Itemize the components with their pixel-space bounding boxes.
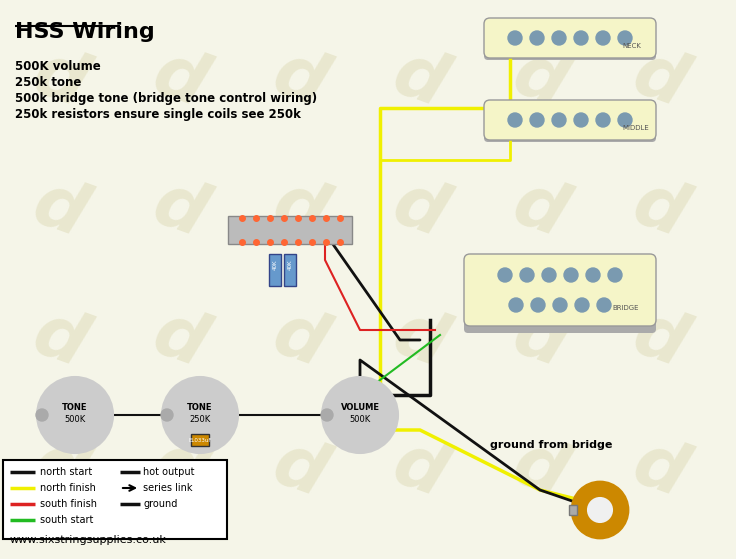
Text: d: d [504, 429, 576, 511]
Text: NECK: NECK [622, 43, 641, 49]
Text: 500k bridge tone (bridge tone control wiring): 500k bridge tone (bridge tone control wi… [15, 92, 317, 105]
Circle shape [37, 377, 113, 453]
Text: d: d [144, 39, 216, 121]
Circle shape [321, 409, 333, 421]
FancyBboxPatch shape [484, 18, 656, 58]
Text: d: d [24, 39, 96, 121]
Text: 40K: 40K [288, 260, 292, 270]
FancyBboxPatch shape [464, 261, 656, 333]
Circle shape [552, 31, 566, 45]
FancyBboxPatch shape [269, 254, 281, 286]
FancyBboxPatch shape [484, 100, 656, 140]
Text: BRIDGE: BRIDGE [612, 305, 639, 311]
FancyBboxPatch shape [228, 216, 352, 244]
Text: ground from bridge: ground from bridge [490, 440, 612, 450]
Text: d: d [24, 169, 96, 251]
Circle shape [618, 31, 632, 45]
Circle shape [564, 268, 578, 282]
FancyBboxPatch shape [3, 460, 227, 539]
Text: south start: south start [40, 515, 93, 525]
Text: d: d [264, 39, 336, 121]
Circle shape [596, 31, 610, 45]
Text: d: d [264, 299, 336, 381]
Text: series link: series link [143, 483, 193, 493]
FancyBboxPatch shape [569, 505, 577, 515]
Text: d: d [504, 39, 576, 121]
Text: d: d [144, 299, 216, 381]
Text: HSS Wiring: HSS Wiring [15, 22, 155, 42]
Circle shape [608, 268, 622, 282]
Circle shape [508, 113, 522, 127]
Text: 250k resistors ensure single coils see 250k: 250k resistors ensure single coils see 2… [15, 108, 301, 121]
Circle shape [586, 268, 600, 282]
FancyBboxPatch shape [464, 254, 656, 326]
Text: d: d [144, 429, 216, 511]
Text: d: d [264, 169, 336, 251]
Text: d: d [624, 429, 696, 511]
Text: d: d [504, 169, 576, 251]
Circle shape [552, 113, 566, 127]
Text: d: d [384, 299, 456, 381]
Text: d: d [144, 169, 216, 251]
Circle shape [36, 409, 48, 421]
Circle shape [530, 31, 544, 45]
Text: d: d [384, 429, 456, 511]
Text: 250K: 250K [189, 415, 210, 424]
Text: ground: ground [143, 499, 177, 509]
Circle shape [588, 498, 612, 522]
Circle shape [508, 31, 522, 45]
Circle shape [574, 31, 588, 45]
Text: d: d [624, 299, 696, 381]
Text: EL033uF: EL033uF [188, 438, 212, 443]
Text: 500K: 500K [64, 415, 85, 424]
Circle shape [498, 268, 512, 282]
FancyBboxPatch shape [484, 24, 656, 60]
Circle shape [597, 298, 611, 312]
Circle shape [162, 377, 238, 453]
Circle shape [322, 377, 398, 453]
Text: MIDDLE: MIDDLE [622, 125, 648, 131]
Text: d: d [384, 169, 456, 251]
Text: north finish: north finish [40, 483, 96, 493]
Text: d: d [624, 169, 696, 251]
Text: TONE: TONE [187, 402, 213, 411]
Text: www.sixstringsupplies.co.uk: www.sixstringsupplies.co.uk [10, 535, 167, 545]
FancyBboxPatch shape [284, 254, 296, 286]
Text: TONE: TONE [63, 402, 88, 411]
FancyBboxPatch shape [191, 434, 209, 446]
Circle shape [575, 298, 589, 312]
Circle shape [553, 298, 567, 312]
Text: 500K: 500K [350, 415, 371, 424]
Text: d: d [24, 429, 96, 511]
Circle shape [618, 113, 632, 127]
Circle shape [509, 298, 523, 312]
Circle shape [161, 409, 173, 421]
Text: d: d [384, 39, 456, 121]
Text: 500K volume: 500K volume [15, 60, 101, 73]
Circle shape [574, 113, 588, 127]
Circle shape [530, 113, 544, 127]
Circle shape [572, 482, 628, 538]
Circle shape [520, 268, 534, 282]
Circle shape [531, 298, 545, 312]
Circle shape [596, 113, 610, 127]
Text: hot output: hot output [143, 467, 194, 477]
FancyBboxPatch shape [484, 106, 656, 142]
Text: 250k tone: 250k tone [15, 76, 82, 89]
Circle shape [542, 268, 556, 282]
Text: d: d [504, 299, 576, 381]
Text: north start: north start [40, 467, 92, 477]
Text: south finish: south finish [40, 499, 97, 509]
Text: VOLUME: VOLUME [341, 402, 380, 411]
Text: 40K: 40K [272, 260, 277, 270]
Text: d: d [264, 429, 336, 511]
Text: d: d [24, 299, 96, 381]
Text: d: d [624, 39, 696, 121]
